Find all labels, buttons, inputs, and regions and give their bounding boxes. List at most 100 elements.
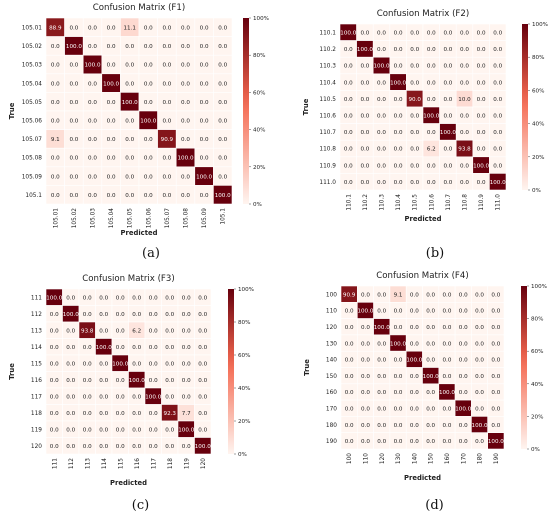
cell-value-label: 0.0 [198,361,207,367]
x-tick-label: 110.8 [463,194,469,211]
cell-value-label: 0.0 [165,394,174,400]
cell-value-label: 0.0 [460,64,469,70]
cell-value-label: 100.0 [406,358,422,364]
y-tick-label: 111 [31,295,42,301]
x-tick-label: 110.7 [446,194,452,211]
confusion-matrix-panel-4: Confusion Matrix (F4) 90.9 0.0 0.0 9.1 0.0 0.0… [303,271,547,513]
cell-value-label: 0.0 [442,423,451,429]
cell-value-label: 0.0 [443,97,452,103]
cell-value-label: 0.0 [165,295,174,301]
y-tick-label: 105.09 [22,174,43,180]
cell-value-label: 0.0 [443,114,452,120]
cell-value-label: 0.0 [394,423,403,429]
cell-value-label: 100.0 [84,63,100,69]
cell-value-label: 0.0 [107,63,116,69]
y-tick-label: 113 [31,328,42,334]
cell-value-label: 0.0 [360,80,369,86]
cell-value-label: 0.0 [377,390,386,396]
cell-value-label: 0.0 [360,114,369,120]
cell-value-label: 100.0 [340,31,356,37]
cell-value-label: 0.0 [427,47,436,53]
y-tick-label: 117 [31,394,42,400]
cell-value-label: 0.0 [377,341,386,347]
cell-value-label: 0.0 [361,358,370,364]
x-tick-label: 110 [363,453,369,464]
cell-value-label: 0.0 [443,64,452,70]
cell-value-label: 0.0 [99,394,108,400]
x-tick-label: 110.4 [396,194,402,211]
cell-value-label: 0.0 [475,341,484,347]
y-axis-label: True [8,102,16,119]
cell-value-label: 0.0 [107,100,116,106]
cell-value-label: 0.0 [218,81,227,87]
cell-value-label: 0.0 [182,378,191,384]
cell-value-label: 0.0 [459,325,468,331]
x-tick-label: 120 [380,453,386,464]
colorbar-tick-label: 40% [238,386,250,392]
cell-value-label: 0.0 [377,374,386,380]
cell-value-label: 0.0 [459,309,468,315]
cell-value-label: 100.0 [178,427,194,433]
cell-value-label: 0.0 [99,444,108,450]
cell-value-label: 0.0 [88,26,97,32]
cell-value-label: 0.0 [99,378,108,384]
colorbar-tick-label: 60% [253,90,265,96]
colorbar [228,289,234,454]
cell-value-label: 0.0 [491,406,500,412]
cell-value-label: 0.0 [83,427,92,433]
y-tick-label: 105.06 [22,119,43,125]
colorbar-tick-label: 60% [532,88,544,94]
cell-value-label: 0.0 [360,31,369,37]
x-tick-label: 190 [494,453,500,464]
cell-value-label: 0.0 [69,81,78,87]
cell-value-label: 0.0 [360,147,369,153]
y-tick-label: 170 [326,406,337,412]
cell-value-label: 0.0 [361,374,370,380]
x-tick-label: 112 [69,458,75,469]
cell-value-label: 0.0 [345,439,354,445]
y-tick-label: 190 [326,439,337,445]
cell-value-label: 0.0 [410,374,419,380]
colorbar-tick-label: 0% [532,188,541,194]
cell-value-label: 0.0 [426,439,435,445]
cell-value-label: 0.0 [181,193,190,199]
cell-value-label: 0.0 [460,114,469,120]
heatmap-cell [213,185,233,205]
cell-value-label: 0.0 [443,180,452,186]
cell-value-label: 0.0 [477,114,486,120]
cell-value-label: 0.0 [344,147,353,153]
colorbar-tick-label: 20% [238,419,250,425]
cell-value-label: 0.0 [51,81,60,87]
cell-value-label: 0.0 [181,44,190,50]
cell-value-label: 0.0 [182,345,191,351]
cell-value-label: 100.0 [423,114,439,120]
cell-value-label: 0.0 [165,345,174,351]
cell-value-label: 0.0 [132,345,141,351]
cell-value-label: 0.0 [50,312,59,318]
cell-value-label: 0.0 [107,119,116,125]
cell-value-label: 90.0 [408,97,421,103]
cell-value-label: 0.0 [116,345,125,351]
y-tick-label: 120 [326,325,337,331]
x-tick-label: 105.01 [53,208,59,229]
cell-value-label: 0.0 [344,80,353,86]
cell-value-label: 100.0 [122,100,138,106]
cell-value-label: 100.0 [195,444,211,450]
x-tick-label: 180 [478,453,484,464]
cell-value-label: 0.0 [51,63,60,69]
cell-value-label: 7.7 [182,411,191,417]
cell-value-label: 0.0 [218,174,227,180]
cell-value-label: 0.0 [66,427,75,433]
cell-value-label: 0.0 [83,444,92,450]
cell-value-label: 0.0 [149,378,158,384]
cell-value-label: 0.0 [107,156,116,162]
cell-value-label: 0.0 [200,44,209,50]
cell-value-label: 0.0 [69,63,78,69]
x-tick-label: 114 [102,458,108,469]
colorbar-tick-label: 60% [531,349,543,355]
cell-value-label: 0.0 [427,97,436,103]
cell-value-label: 0.0 [200,137,209,143]
y-tick-label: 105.08 [22,156,43,162]
cell-value-label: 0.0 [125,156,134,162]
